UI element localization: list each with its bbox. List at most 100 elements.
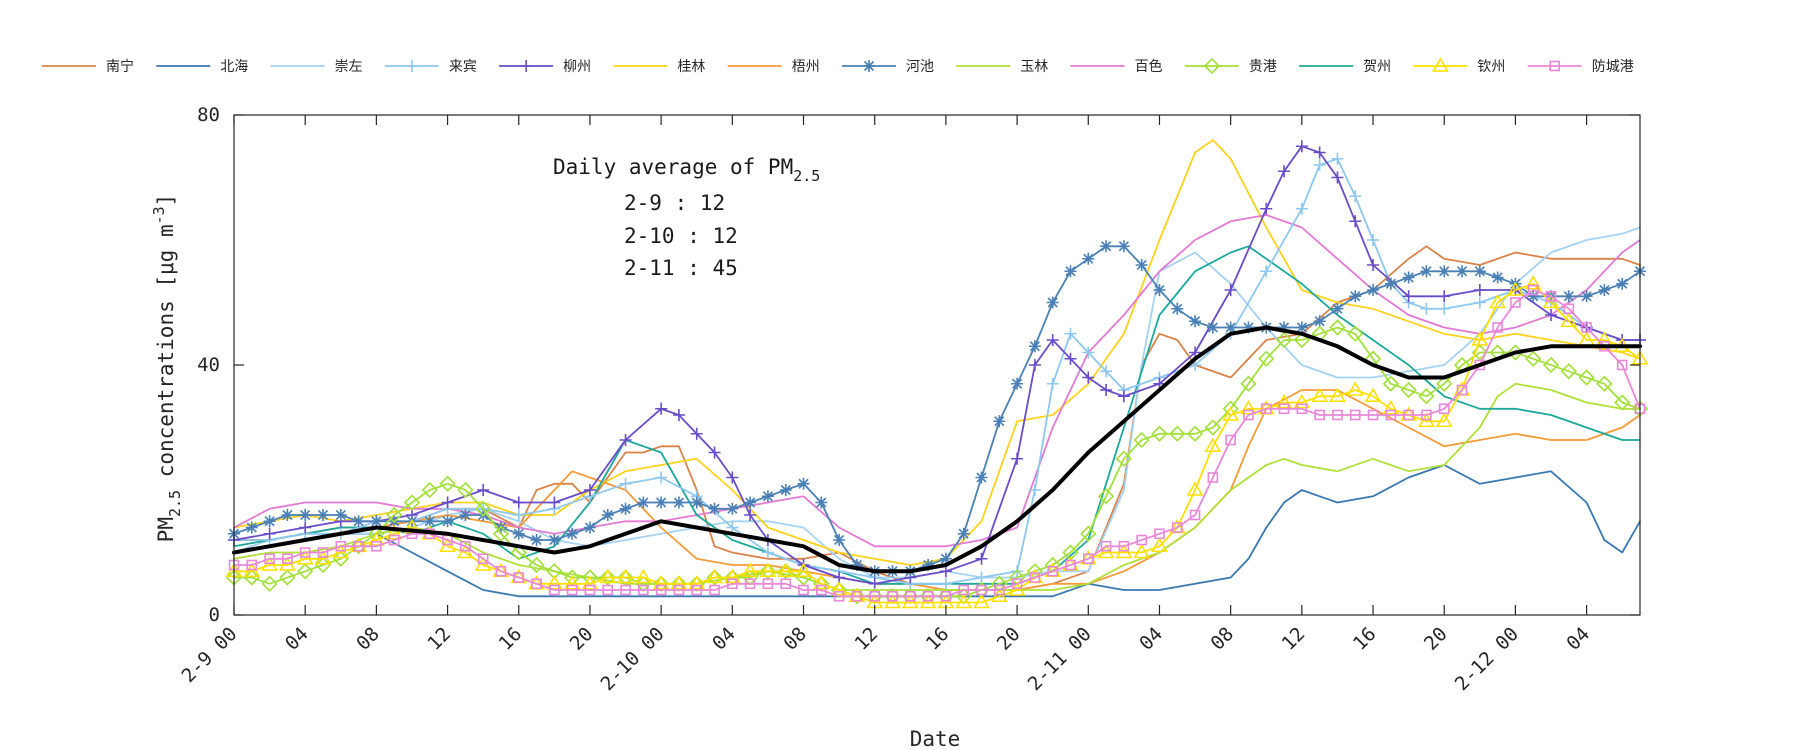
y-tick-label: 40 (197, 354, 220, 376)
series-4-point (672, 409, 685, 421)
series-10-point (528, 556, 545, 574)
series-1-line (233, 464, 1641, 598)
x-tick-label: 16 (922, 623, 954, 655)
series-10-point (297, 563, 314, 580)
series-4-point (1367, 259, 1380, 271)
series-11-line (233, 245, 1641, 585)
series-12-point (1275, 393, 1293, 409)
series-12-point (1489, 293, 1507, 309)
series-13-point (780, 578, 792, 590)
series-4-point (1295, 140, 1308, 153)
legend-item-6: 梧州 (727, 59, 820, 75)
legend-item-1: 北海 (156, 59, 248, 75)
series-3-point (1438, 302, 1451, 315)
annotation-line-2-11: 2-11 : 45 (624, 256, 738, 280)
series-12-point (723, 568, 741, 584)
series-13-point (353, 540, 364, 552)
series-7-point (1100, 240, 1113, 253)
series-12-point (634, 568, 652, 584)
series-7-point (512, 527, 525, 540)
series-7-point (316, 509, 329, 521)
series-4-point (1349, 215, 1362, 228)
series-7-point (708, 502, 721, 515)
legend: 南宁 北海 崇左 来宾 柳州 桂林 梧州 河池 玉林 百色 贵港 贺州 钦州 防城港 (42, 57, 1634, 75)
series-4-point (1545, 309, 1558, 321)
series-12-point (367, 531, 385, 546)
series-13-point (531, 578, 542, 590)
legend-item-7: 河池 (842, 59, 934, 75)
series-12-point (1222, 406, 1240, 421)
series-7-point (744, 496, 757, 509)
series-13-point (1100, 540, 1112, 552)
series-10-point (1596, 375, 1613, 392)
legend-label: 玉林 (1020, 59, 1048, 75)
series-13-point (1011, 578, 1023, 590)
series-3-point (939, 577, 952, 590)
series-4-point (1100, 384, 1113, 396)
series-12-point (741, 562, 759, 578)
series-3-point (1349, 190, 1362, 203)
series-12-point (617, 568, 634, 584)
y-axis-title-sup: -3 (150, 206, 168, 224)
x-tick-label: 2-11 00 (1024, 623, 1096, 695)
series-7-point (761, 490, 774, 503)
series-3-point (1331, 152, 1344, 165)
series-7-point (1367, 284, 1380, 296)
series-4-point (1028, 359, 1041, 371)
series-12-point (973, 593, 990, 609)
series-10-point (421, 481, 438, 499)
series-7-point (1011, 377, 1024, 390)
series-10-point (510, 544, 527, 561)
series-13-point (976, 584, 987, 596)
legend-item-5: 桂林 (613, 59, 705, 75)
series-7-point (850, 559, 863, 571)
series-13-point (1296, 403, 1308, 415)
series-13-point (317, 547, 329, 558)
series-13-point (1047, 565, 1058, 577)
y-axis-title: PM2.5 concentrations [μg m-3] (150, 194, 184, 543)
y-axis-title-rest: concentrations [ (154, 275, 178, 490)
series-10-point (599, 569, 616, 586)
x-tick-label: 04 (1562, 623, 1594, 655)
series-13-point (638, 584, 649, 596)
x-tick-label: 08 (1206, 623, 1238, 655)
annotation-title-main: Daily average of PM (553, 155, 793, 179)
series-4-point (1313, 146, 1326, 159)
series-4-point (744, 509, 757, 521)
series-13-point (1349, 409, 1361, 421)
series-3-point (1028, 484, 1041, 496)
series-4-point (975, 552, 988, 565)
series-13-point (709, 584, 720, 596)
series-7-point (797, 477, 810, 490)
series-7-point (583, 521, 596, 534)
series-3-point (1064, 327, 1077, 340)
x-tick-label: 20 (566, 623, 598, 655)
legend-label: 梧州 (792, 59, 820, 75)
series-7-point (1438, 265, 1451, 278)
series-12-point (545, 575, 563, 590)
legend-marker (405, 60, 418, 72)
series-10-point (1329, 319, 1346, 336)
daily-average-annotation: Daily average of PM2.5 2-9 : 12 2-10 : 1… (553, 155, 820, 280)
x-axis-title: Date (910, 727, 961, 750)
series-12-point (1507, 281, 1524, 296)
series-7-point (1331, 302, 1344, 315)
series-7-point (690, 496, 703, 509)
series-7-point (1064, 265, 1077, 278)
series-12 (225, 275, 1649, 609)
series-layer (225, 139, 1649, 609)
annotation-line-2-10: 2-10 : 12 (624, 224, 738, 248)
x-tick-label: 2-12 00 (1451, 623, 1523, 695)
series-3-point (1420, 302, 1433, 315)
series-13-point (1545, 290, 1557, 302)
series-13-point (1403, 409, 1414, 421)
legend-label: 崇左 (335, 59, 363, 75)
series-13-point (299, 547, 311, 558)
series-3-point (512, 509, 525, 521)
series-7-point (263, 515, 276, 528)
series-12-point (1364, 387, 1382, 403)
series-12-point (1435, 412, 1453, 428)
series-13-point (1581, 322, 1592, 333)
legend-item-11: 贺州 (1299, 59, 1391, 75)
average-line (232, 325, 1642, 574)
